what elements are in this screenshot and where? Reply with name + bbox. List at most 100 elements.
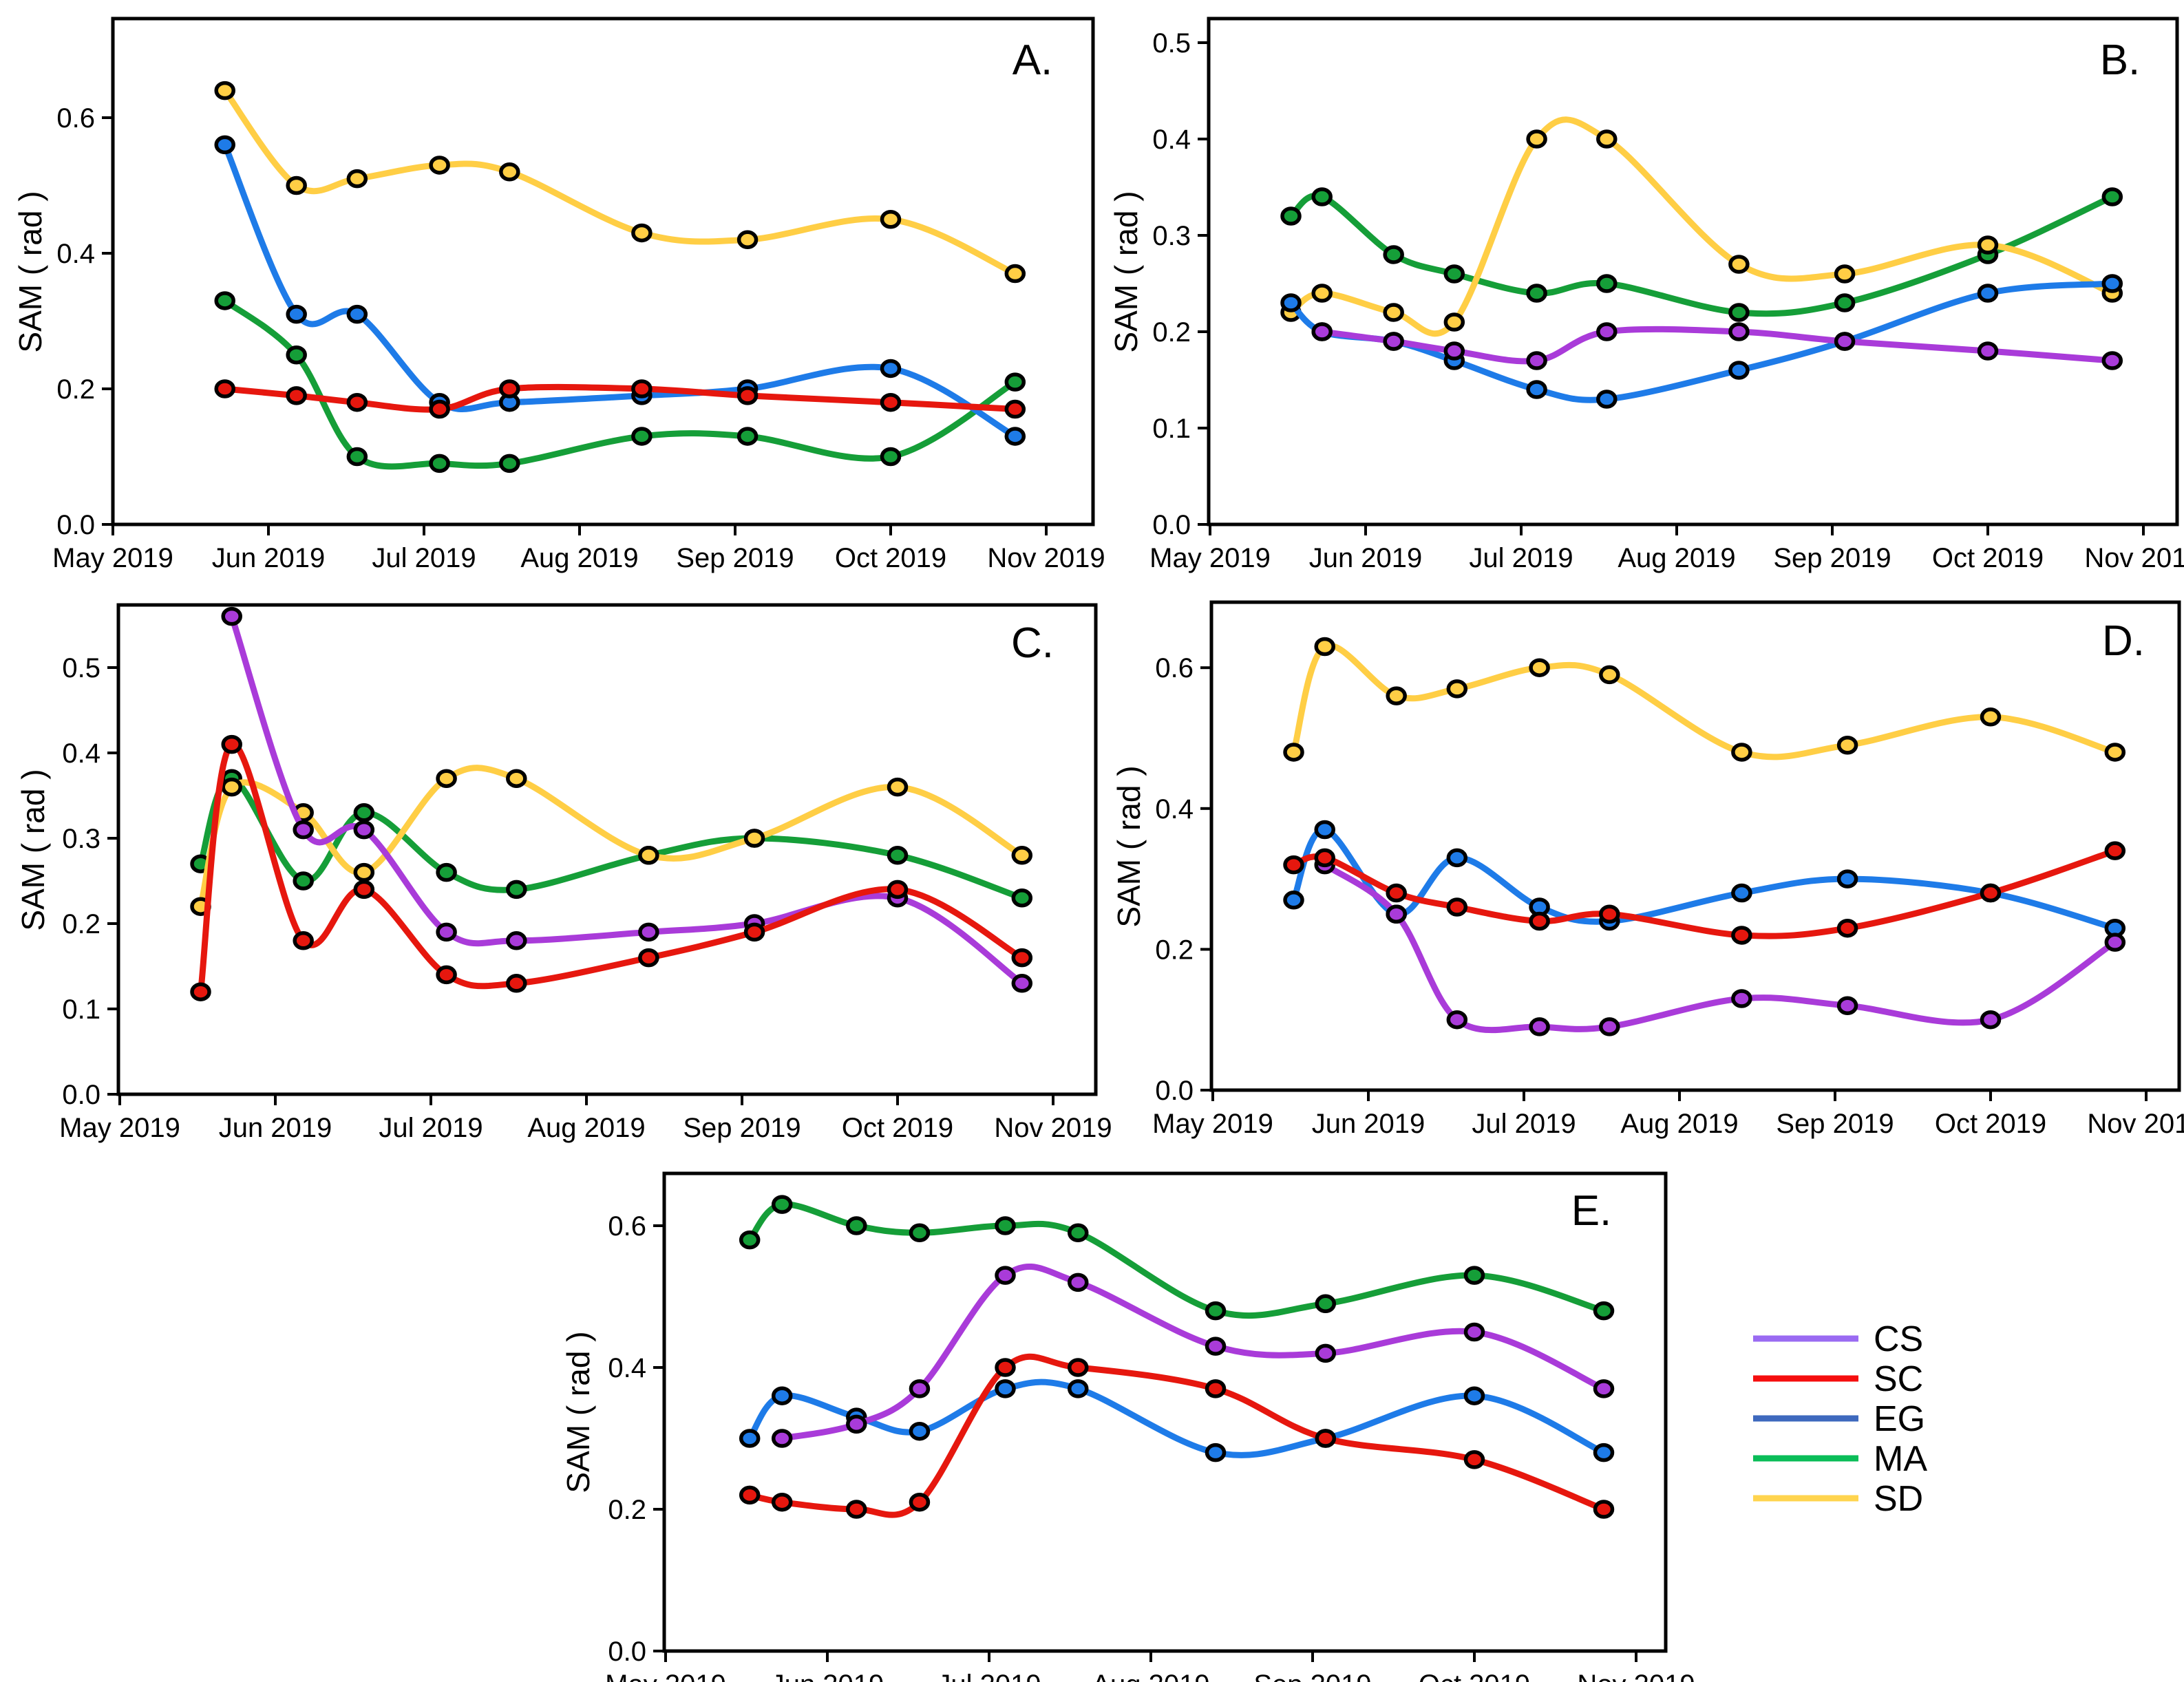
data-point-D-SC-7 bbox=[1836, 918, 1858, 938]
data-point-D-SC-5 bbox=[1599, 904, 1620, 924]
x-tick-label-E: Jul 2019 bbox=[937, 1670, 1041, 1682]
data-point-D-SC-8 bbox=[1980, 883, 2002, 903]
y-tick-label-D: 0.0 bbox=[1155, 1076, 1194, 1106]
data-point-B-CS-1 bbox=[1383, 332, 1404, 351]
data-point-E-MA-8 bbox=[1463, 1266, 1485, 1285]
data-point-C-SD-5 bbox=[506, 769, 527, 788]
y-tick-label-E: 0.4 bbox=[608, 1353, 646, 1383]
data-point-A-SC-8 bbox=[1004, 399, 1026, 419]
data-point-E-MA-9 bbox=[1593, 1301, 1615, 1321]
data-point-E-CS-0 bbox=[771, 1429, 793, 1448]
data-point-E-EG-4 bbox=[995, 1379, 1016, 1398]
data-point-C-SC-1 bbox=[221, 734, 242, 754]
data-point-B-SD-6 bbox=[1728, 255, 1750, 274]
data-point-B-MA-9 bbox=[2101, 187, 2123, 206]
data-point-A-SC-1 bbox=[286, 386, 307, 405]
data-point-B-EG-6 bbox=[1728, 361, 1750, 380]
y-axis-title-B: SAM ( rad ) bbox=[1108, 191, 1144, 352]
series-line-D-SD bbox=[1291, 642, 2119, 760]
legend-item-MA: MA bbox=[1753, 1439, 1927, 1479]
data-point-A-MA-6 bbox=[736, 427, 759, 446]
x-tick-label-E: Sep 2019 bbox=[1253, 1670, 1371, 1682]
series-line-E-CS bbox=[778, 1263, 1607, 1442]
data-point-C-MA-9 bbox=[1011, 888, 1033, 908]
y-tick-label-B: 0.0 bbox=[1152, 510, 1191, 540]
x-tick-label-C: Jul 2019 bbox=[379, 1113, 483, 1143]
data-point-C-SC-0 bbox=[190, 982, 211, 1001]
x-tick-label-C: Sep 2019 bbox=[683, 1113, 801, 1143]
x-tick-label-E: Nov 2019 bbox=[1577, 1670, 1695, 1682]
data-point-C-CS-1 bbox=[293, 820, 314, 840]
data-point-A-MA-4 bbox=[499, 454, 520, 473]
data-point-C-MA-5 bbox=[506, 880, 527, 899]
panel-A: 0.0 0.2 0.4 0.6 May 2019 Jun 2019 Jul 2019 Aug … bbox=[12, 17, 1105, 573]
x-tick-label-B: Jul 2019 bbox=[1469, 543, 1573, 573]
x-tick-label-A: Sep 2019 bbox=[676, 543, 794, 573]
data-point-D-CS-2 bbox=[1446, 1010, 1468, 1030]
series-line-D-CS bbox=[1322, 862, 2119, 1034]
data-point-D-EG-7 bbox=[1836, 869, 1858, 888]
data-point-B-SD-4 bbox=[1526, 129, 1547, 149]
data-point-A-EG-7 bbox=[880, 359, 902, 379]
data-point-C-CS-4 bbox=[506, 931, 527, 950]
data-point-E-CS-5 bbox=[1205, 1337, 1227, 1356]
data-point-A-MA-5 bbox=[631, 427, 653, 446]
data-point-D-SC-6 bbox=[1731, 926, 1752, 945]
data-point-A-MA-1 bbox=[286, 345, 307, 365]
data-point-C-SD-4 bbox=[436, 769, 457, 788]
series-line-E-MA bbox=[746, 1201, 1607, 1319]
series-line-D-EG bbox=[1291, 827, 2119, 932]
data-point-A-SC-0 bbox=[214, 379, 235, 398]
x-tick-label-B: Nov 2019 bbox=[2084, 543, 2184, 573]
data-point-C-SC-8 bbox=[887, 880, 909, 899]
data-point-E-MA-7 bbox=[1315, 1294, 1337, 1314]
data-point-E-CS-3 bbox=[995, 1266, 1016, 1285]
series-line-A-SC bbox=[222, 383, 1019, 413]
panel-C: 0.0 0.1 0.2 0.3 0.4 0.5 May 2019 Jun 2019 Jul 20… bbox=[15, 603, 1112, 1143]
data-point-D-EG-0 bbox=[1283, 891, 1304, 910]
x-tick-label-A: Nov 2019 bbox=[987, 543, 1105, 573]
x-tick-label-C: Aug 2019 bbox=[527, 1113, 645, 1143]
data-point-B-CS-8 bbox=[2101, 351, 2123, 370]
plot-box-C bbox=[116, 603, 1098, 1096]
data-point-C-MA-4 bbox=[436, 862, 457, 882]
data-point-E-EG-0 bbox=[739, 1429, 761, 1448]
y-tick-label-C: 0.5 bbox=[62, 653, 100, 683]
data-point-C-SC-7 bbox=[743, 922, 765, 942]
data-point-D-CS-3 bbox=[1529, 1017, 1550, 1036]
y-axis-title-C: SAM ( rad ) bbox=[15, 769, 51, 930]
data-point-D-SD-3 bbox=[1446, 679, 1468, 699]
data-point-C-CS-2 bbox=[353, 820, 375, 840]
legend-item-CS: CS bbox=[1753, 1319, 1923, 1359]
legend-label-SC: SC bbox=[1874, 1359, 1923, 1399]
data-point-A-EG-0 bbox=[214, 135, 235, 155]
x-tick-label-D: Nov 2019 bbox=[2087, 1109, 2184, 1139]
x-tick-label-D: Jun 2019 bbox=[1312, 1109, 1425, 1139]
data-point-D-SC-3 bbox=[1446, 897, 1468, 917]
panel-B: 0.0 0.1 0.2 0.3 0.4 0.5 May 2019 Jun 2019 Jul 20… bbox=[1108, 17, 2184, 573]
data-point-C-SD-8 bbox=[887, 777, 909, 797]
data-point-C-SC-4 bbox=[436, 965, 457, 985]
data-point-B-SD-3 bbox=[1443, 312, 1465, 332]
legend-item-EG: EG bbox=[1753, 1399, 1925, 1439]
data-point-E-EG-8 bbox=[1463, 1386, 1485, 1405]
x-tick-label-C: Nov 2019 bbox=[994, 1113, 1112, 1143]
x-tick-label-D: Oct 2019 bbox=[1935, 1109, 2046, 1139]
x-tick-label-B: Oct 2019 bbox=[1932, 543, 2044, 573]
data-point-E-EG-6 bbox=[1205, 1443, 1227, 1462]
data-point-D-CS-4 bbox=[1599, 1017, 1620, 1036]
data-point-B-SD-2 bbox=[1383, 303, 1404, 322]
data-point-E-CS-1 bbox=[846, 1414, 867, 1434]
data-point-E-MA-6 bbox=[1205, 1301, 1227, 1321]
x-tick-label-D: Aug 2019 bbox=[1620, 1109, 1738, 1139]
data-point-E-SC-9 bbox=[1593, 1500, 1615, 1519]
data-point-E-MA-4 bbox=[995, 1216, 1016, 1235]
data-point-E-MA-2 bbox=[846, 1216, 867, 1235]
x-tick-label-E: Jun 2019 bbox=[771, 1670, 884, 1682]
y-tick-label-C: 0.0 bbox=[62, 1080, 100, 1110]
data-point-B-MA-4 bbox=[1526, 284, 1547, 303]
data-point-B-SD-1 bbox=[1311, 284, 1333, 303]
